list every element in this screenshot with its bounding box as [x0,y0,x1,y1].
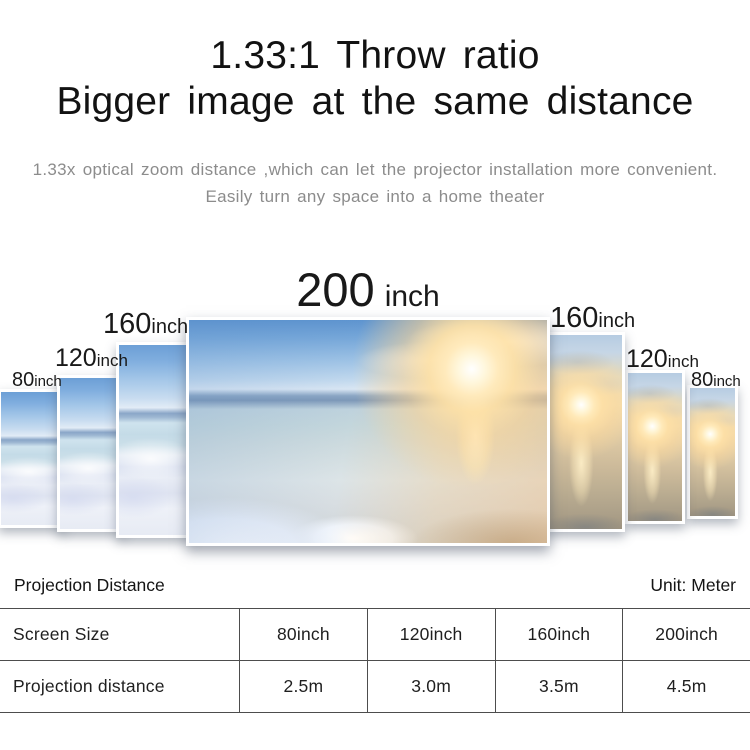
label-number: 200 [296,263,375,316]
cell-screen-size-120: 120inch [366,608,495,660]
screen-card-80-left [0,389,66,528]
sunset-sea-photo [1,392,63,525]
screen-label-80-left: 80inch [12,370,62,390]
screen-card-80-right [687,385,738,519]
label-unit: inch [34,373,62,390]
label-unit: inch [598,310,636,332]
label-unit: inch [667,352,699,371]
title-line-2: Bigger image at the same distance [56,80,694,123]
title-line-1: 1.33:1 Throw ratio [210,34,540,77]
label-number: 80 [691,369,714,391]
table-caption: Projection Distance Unit: Meter [0,562,750,608]
projection-distance-table: Screen Size 80inch 120inch 160inch 200in… [0,608,750,713]
screen-label-120-left: 120inch [55,346,128,371]
label-unit: inch [384,280,440,313]
label-number: 160 [550,302,599,334]
sunset-sea-photo [189,320,547,543]
screen-label-200-center: 200 inch [186,266,550,313]
screen-card-200-center [186,317,550,546]
page-title: 1.33:1 Throw ratio Bigger image at the s… [0,33,750,125]
cell-distance-160: 3.5m [494,660,623,712]
cell-distance-200: 4.5m [622,660,750,712]
screen-label-80-right: 80inch [691,370,741,390]
row-label-projection-distance: Projection distance [0,660,239,712]
table-caption-title: Projection Distance [14,574,165,595]
label-number: 120 [55,344,97,372]
sunset-sea-photo [628,373,682,521]
screen-card-120-right [625,370,685,524]
page-subtitle: 1.33x optical zoom distance ,which can l… [0,156,750,210]
label-unit: inch [151,316,189,338]
table-caption-unit: Unit: Meter [650,574,736,595]
screen-label-160-right: 160inch [550,304,635,333]
sunset-sea-photo [548,335,622,529]
cell-screen-size-80: 80inch [239,608,367,660]
subtitle-line-2: Easily turn any space into a home theate… [205,187,545,206]
screen-card-120-left [57,375,126,532]
sunset-sea-photo [60,378,123,529]
cell-distance-120: 3.0m [366,660,495,712]
screen-label-160-left: 160inch [103,310,188,339]
screen-label-120-right: 120inch [626,347,699,372]
cell-screen-size-200: 200inch [622,608,750,660]
label-number: 80 [12,369,35,391]
label-unit: inch [96,351,128,370]
screen-card-160-left [116,342,193,538]
label-unit: inch [713,373,741,390]
screen-card-160-right [545,332,625,532]
subtitle-line-1: 1.33x optical zoom distance ,which can l… [32,160,718,179]
label-number: 120 [626,345,668,373]
sunset-sea-photo [119,345,190,535]
cell-distance-80: 2.5m [239,660,367,712]
row-label-screen-size: Screen Size [0,608,239,660]
cell-screen-size-160: 160inch [494,608,623,660]
label-number: 160 [103,308,152,340]
sunset-sea-photo [690,388,735,516]
